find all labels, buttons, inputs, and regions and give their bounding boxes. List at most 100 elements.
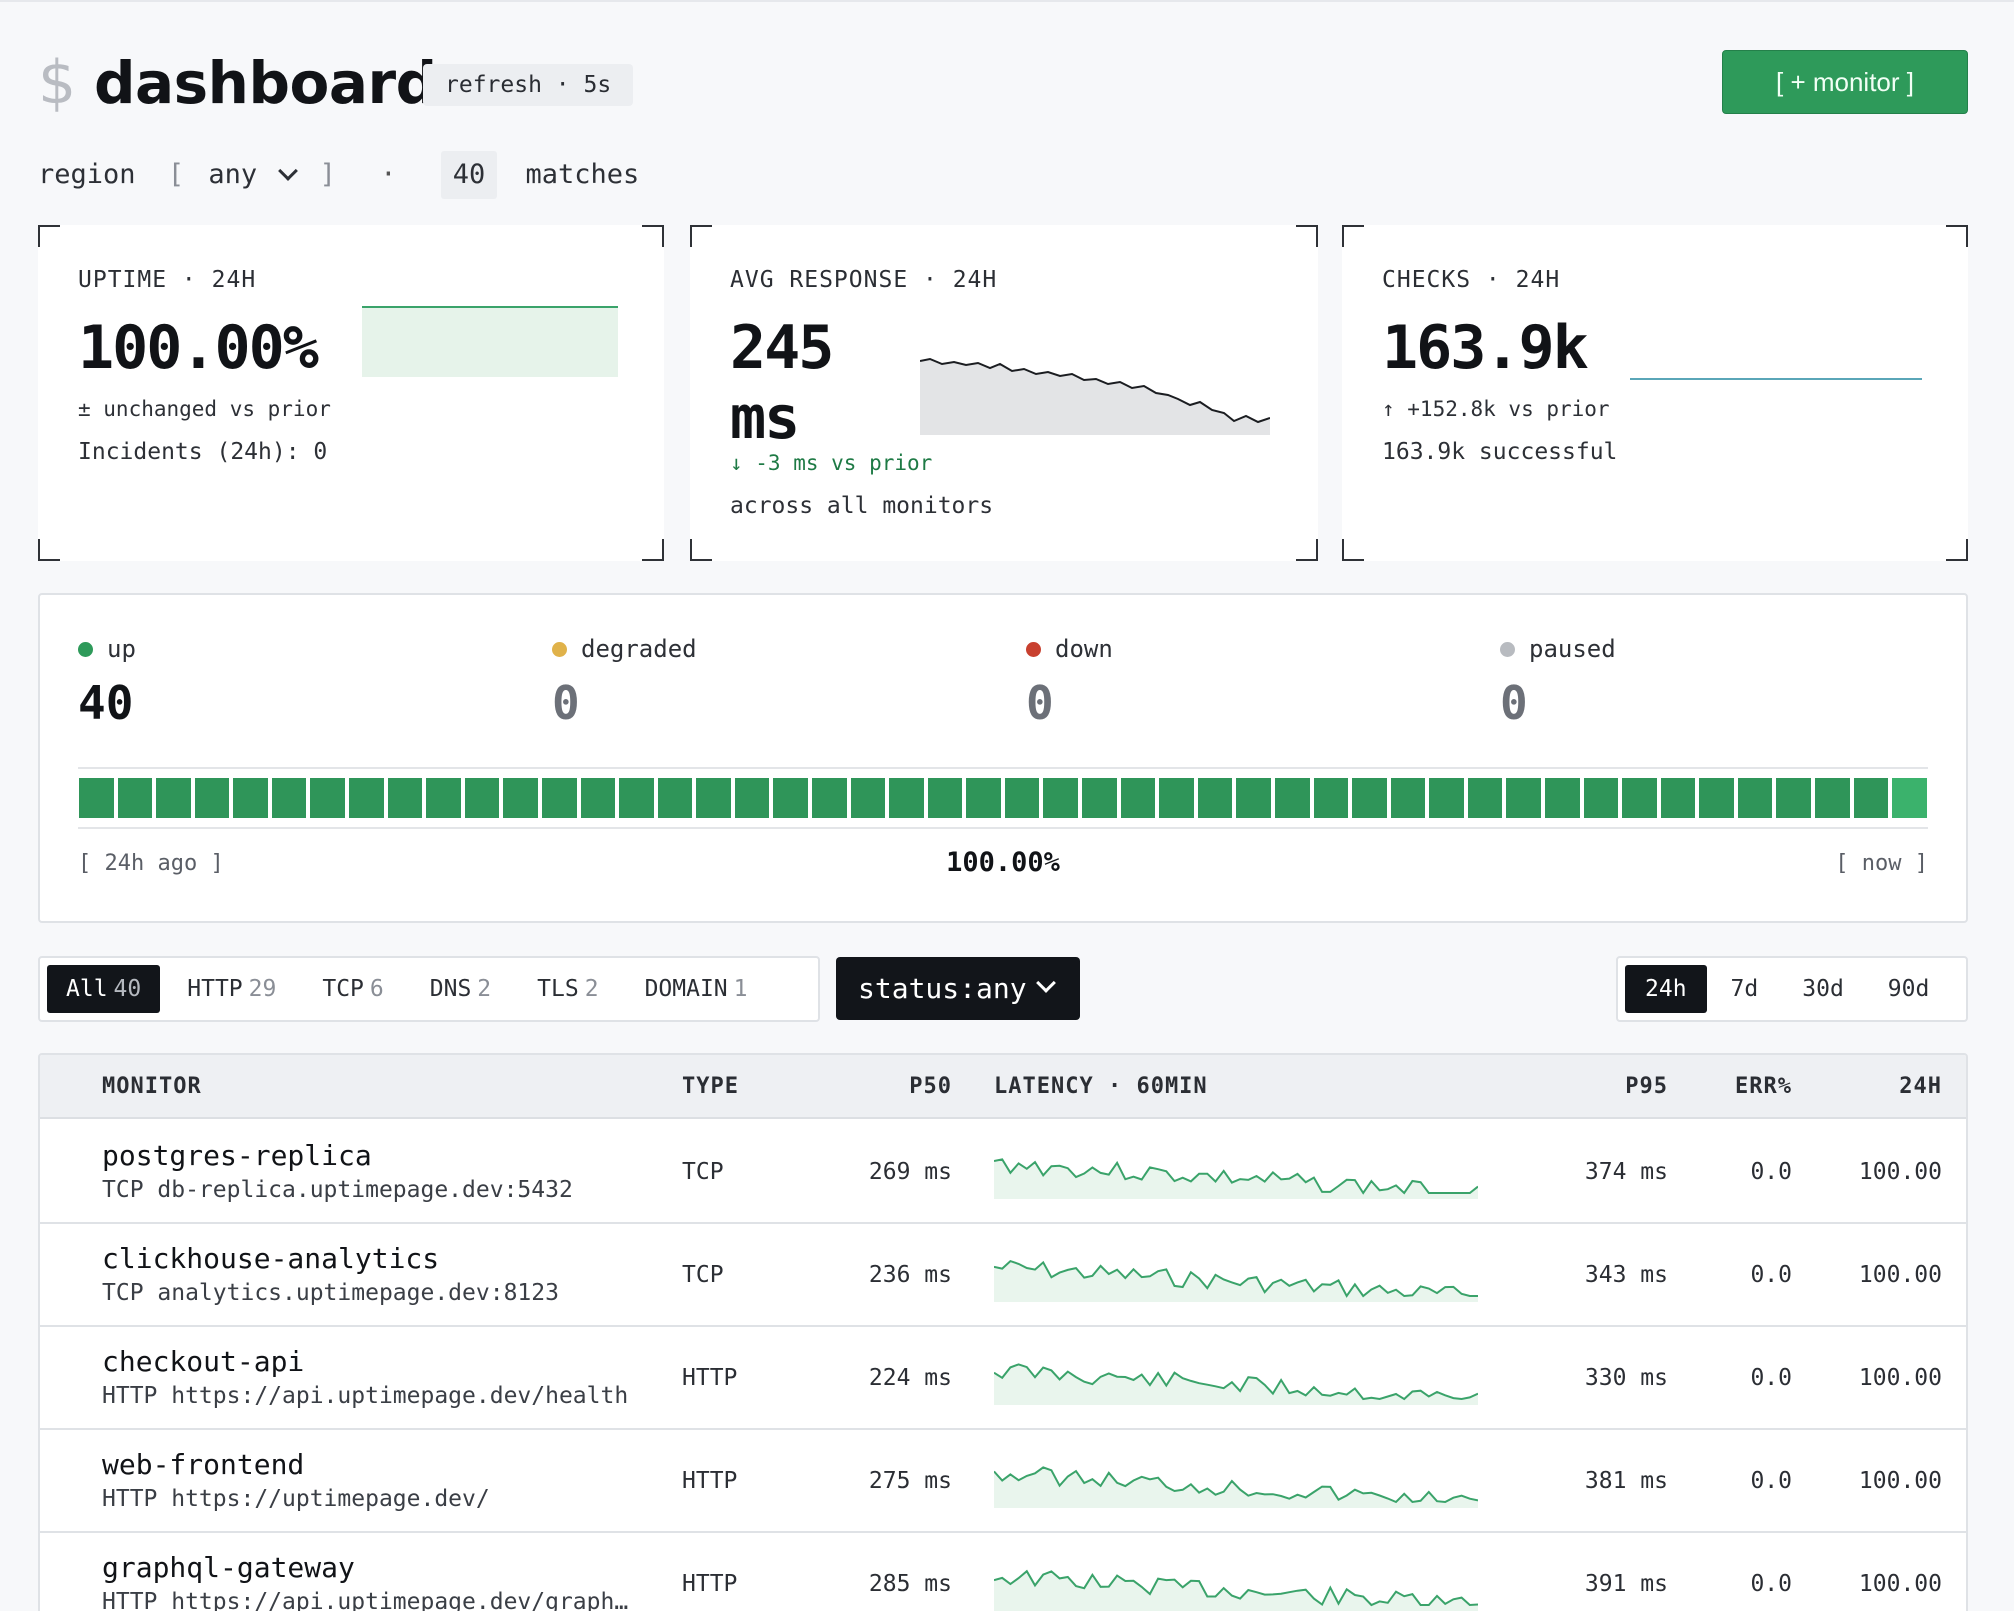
uptime-bar[interactable] [1197, 778, 1233, 818]
uptime-bar[interactable] [426, 778, 461, 818]
tab-domain[interactable]: DOMAIN 1 [626, 965, 767, 1013]
col-monitor[interactable]: MONITOR [102, 1074, 202, 1099]
uptime-bar[interactable] [1699, 778, 1734, 818]
monitor-uptime: 100.00 [1858, 1468, 1942, 1494]
table-header: MONITOR TYPE P50 LATENCY · 60MIN P95 ERR… [40, 1055, 1966, 1119]
status-paused[interactable]: paused 0 [1500, 635, 1616, 730]
tab-7d[interactable]: 7d [1730, 976, 1759, 1002]
col-24h[interactable]: 24H [1899, 1074, 1942, 1099]
uptime-bar[interactable] [1082, 778, 1117, 818]
table-row[interactable]: clickhouse-analytics TCP analytics.uptime… [40, 1224, 1966, 1327]
chevron-down-icon [278, 160, 299, 181]
monitor-name[interactable]: postgres-replica [102, 1139, 372, 1172]
uptime-bar[interactable] [580, 778, 616, 818]
tab-24h[interactable]: 24h [1625, 965, 1707, 1013]
status-up[interactable]: up 40 [78, 635, 136, 730]
uptime-bar[interactable] [194, 778, 230, 818]
status-filter-dropdown[interactable]: status:any [836, 957, 1080, 1020]
tab-label: HTTP [187, 976, 243, 1002]
col-type[interactable]: TYPE [682, 1074, 739, 1099]
avg-response-value: 245 ms [730, 313, 834, 453]
uptime-bar[interactable] [1236, 778, 1271, 818]
latency-sparkline [994, 1363, 1478, 1405]
tab-90d[interactable]: 90d [1887, 976, 1930, 1002]
table-row[interactable]: checkout-api HTTP https://api.uptimepage.… [40, 1327, 1966, 1430]
uptime-bar[interactable] [156, 778, 191, 818]
checks-sparkline [1630, 378, 1922, 380]
col-p95[interactable]: P95 [1625, 1074, 1668, 1099]
refresh-interval-badge[interactable]: refresh · 5s [423, 64, 634, 106]
status-down[interactable]: down 0 [1026, 635, 1113, 730]
uptime-bar[interactable] [1815, 778, 1850, 818]
uptime-bar[interactable] [1853, 778, 1889, 818]
uptime-bar[interactable] [1390, 778, 1426, 818]
uptime-bar[interactable] [1467, 778, 1503, 818]
add-monitor-button[interactable]: [ + monitor ] [1722, 50, 1968, 114]
uptime-bar[interactable] [1506, 778, 1541, 818]
monitor-uptime: 100.00 [1858, 1571, 1942, 1597]
uptime-bar[interactable] [889, 778, 924, 818]
chevron-down-icon [1035, 973, 1056, 993]
uptime-bar[interactable] [541, 778, 577, 818]
col-err[interactable]: ERR% [1735, 1074, 1792, 1099]
uptime-bar[interactable] [233, 778, 268, 818]
uptime-bar[interactable] [1776, 778, 1812, 818]
uptime-bar[interactable] [1544, 778, 1580, 818]
uptime-bar[interactable] [927, 778, 963, 818]
uptime-bar[interactable] [464, 778, 500, 818]
uptime-bar[interactable] [349, 778, 384, 818]
tab-dns[interactable]: DNS 2 [411, 965, 510, 1013]
uptime-bar[interactable] [1120, 778, 1156, 818]
uptime-bar[interactable] [1737, 778, 1773, 818]
tab-tls[interactable]: TLS 2 [518, 965, 617, 1013]
uptime-bar[interactable] [1583, 778, 1619, 818]
uptime-bar[interactable] [503, 778, 538, 818]
uptime-bar[interactable] [657, 778, 693, 818]
uptime-bar[interactable] [1004, 778, 1040, 818]
uptime-bar[interactable] [850, 778, 886, 818]
monitor-target: HTTP https://uptimepage.dev/ [102, 1486, 490, 1512]
status-degraded[interactable]: degraded 0 [552, 635, 697, 730]
separator: · [380, 158, 397, 190]
monitor-name[interactable]: checkout-api [102, 1345, 305, 1378]
monitor-target: TCP analytics.uptimepage.dev:8123 [102, 1280, 559, 1306]
tab-tcp[interactable]: TCP 6 [303, 965, 402, 1013]
uptime-bar[interactable] [811, 778, 847, 818]
incidents-note: Incidents (24h): 0 [78, 439, 328, 465]
monitor-name[interactable]: clickhouse-analytics [102, 1242, 440, 1275]
region-select[interactable]: [ any ] [168, 150, 336, 199]
uptime-bar[interactable] [1274, 778, 1310, 818]
tab-all[interactable]: All 40 [47, 965, 161, 1013]
monitor-type: TCP [682, 1159, 724, 1185]
uptime-bar[interactable] [79, 778, 114, 818]
table-row[interactable]: web-frontend HTTP https://uptimepage.dev/… [40, 1430, 1966, 1533]
uptime-bar[interactable] [271, 778, 307, 818]
uptime-bar[interactable] [387, 778, 423, 818]
header: $ dashboard refresh · 5s [ + monitor ] [38, 50, 1968, 116]
uptime-bar[interactable] [1429, 778, 1464, 818]
uptime-bar[interactable] [310, 778, 346, 818]
uptime-bar[interactable] [773, 778, 808, 818]
uptime-bar[interactable] [117, 778, 153, 818]
bracket-open: [ [167, 158, 185, 190]
uptime-bar[interactable] [1159, 778, 1194, 818]
table-row[interactable]: postgres-replica TCP db-replica.uptimepag… [40, 1121, 1966, 1224]
monitor-name[interactable]: web-frontend [102, 1448, 305, 1481]
uptime-bar[interactable] [1352, 778, 1387, 818]
uptime-bar[interactable] [966, 778, 1001, 818]
monitor-name[interactable]: graphql-gateway [102, 1551, 355, 1584]
uptime-bar[interactable] [1660, 778, 1696, 818]
uptime-bar[interactable] [696, 778, 731, 818]
uptime-bar[interactable] [1622, 778, 1657, 818]
tab-30d[interactable]: 30d [1802, 976, 1844, 1002]
monitor-p50: 285 ms [868, 1571, 952, 1597]
uptime-bar[interactable] [1892, 778, 1927, 818]
uptime-bar[interactable] [1313, 778, 1349, 818]
table-row[interactable]: graphql-gateway HTTP https://api.uptimepa… [40, 1533, 1966, 1611]
uptime-bar[interactable] [734, 778, 770, 818]
uptime-bar[interactable] [619, 778, 654, 818]
uptime-bar[interactable] [1043, 778, 1079, 818]
paused-dot-icon [1500, 641, 1515, 657]
col-p50[interactable]: P50 [909, 1074, 952, 1099]
tab-http[interactable]: HTTP 29 [168, 965, 295, 1013]
